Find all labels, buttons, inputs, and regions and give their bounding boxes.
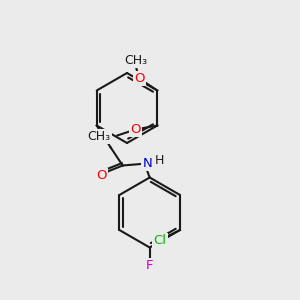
Text: O: O — [130, 123, 141, 136]
Text: N: N — [143, 157, 153, 170]
Text: O: O — [134, 72, 145, 85]
Text: Cl: Cl — [154, 235, 166, 248]
Text: H: H — [155, 154, 164, 167]
Text: O: O — [96, 169, 107, 182]
Text: CH₃: CH₃ — [125, 54, 148, 67]
Text: F: F — [146, 259, 153, 272]
Text: CH₃: CH₃ — [87, 130, 110, 143]
